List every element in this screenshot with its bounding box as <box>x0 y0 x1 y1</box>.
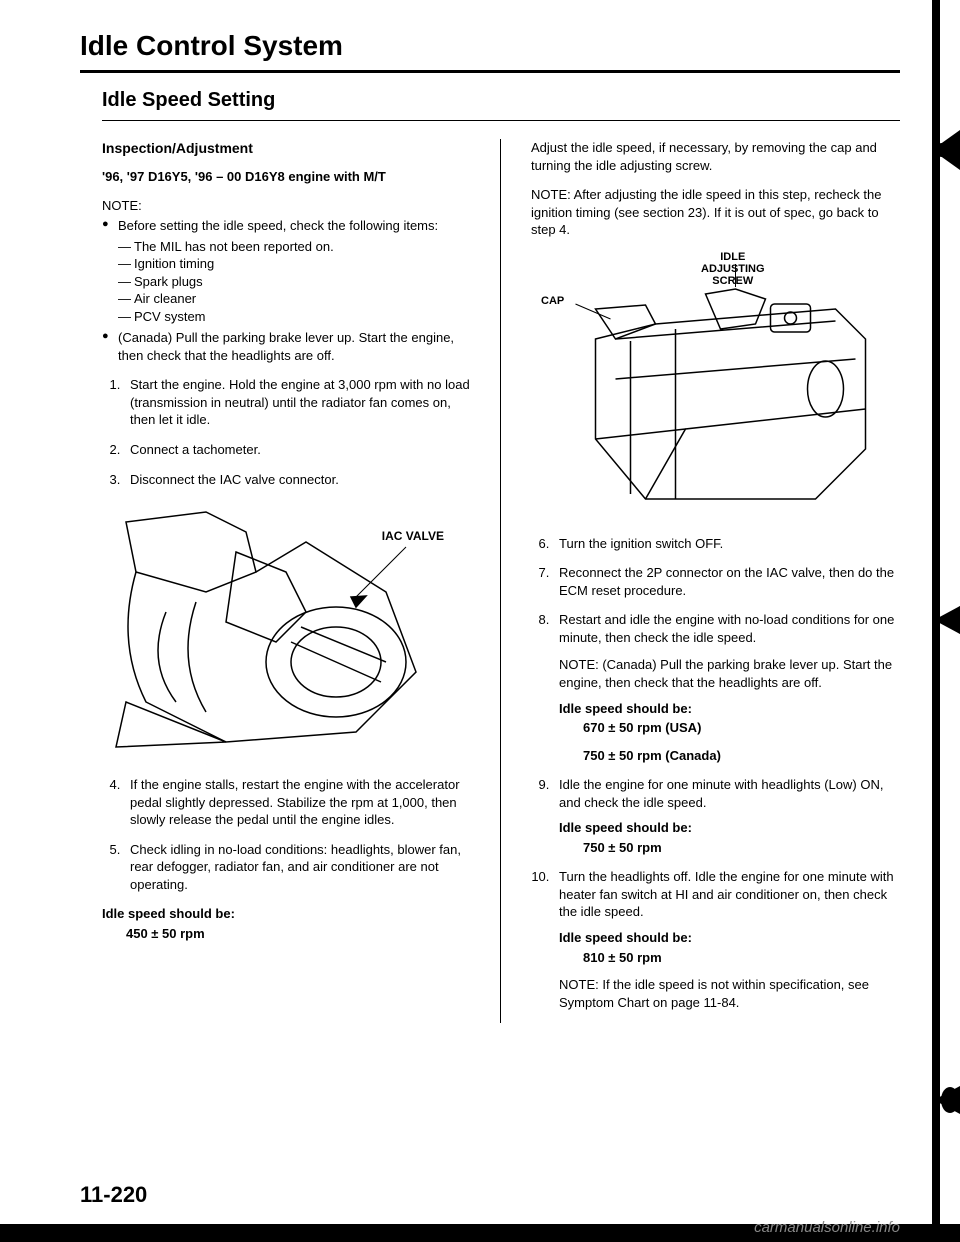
note-text: NOTE: If the idle speed is not within sp… <box>559 976 900 1011</box>
step-item: Turn the ignition switch OFF. <box>553 535 900 553</box>
bullet-item: (Canada) Pull the parking brake lever up… <box>102 329 470 364</box>
note-bullets: Before setting the idle speed, check the… <box>102 217 470 364</box>
dash-item: PCV system <box>118 308 470 326</box>
step-item: If the engine stalls, restart the engine… <box>124 776 470 829</box>
dash-list: The MIL has not been reported on. Igniti… <box>118 238 470 326</box>
steps-list-right: Turn the ignition switch OFF. Reconnect … <box>531 535 900 1011</box>
note-text: NOTE: (Canada) Pull the parking brake le… <box>559 656 900 691</box>
idle-spec-value: 810 ± 50 rpm <box>583 949 900 967</box>
model-line: '96, '97 D16Y5, '96 – 00 D16Y8 engine wi… <box>102 168 470 186</box>
iac-valve-diagram: IAC VALVE <box>102 502 470 762</box>
idle-spec-label: Idle speed should be: <box>102 905 470 923</box>
dash-item: Spark plugs <box>118 273 470 291</box>
left-column: Inspection/Adjustment '96, '97 D16Y5, '9… <box>102 139 501 1023</box>
diagram-label: IAC VALVE <box>382 528 444 544</box>
bullet-item: Before setting the idle speed, check the… <box>102 217 470 325</box>
idle-spec-label: Idle speed should be: <box>559 819 900 837</box>
adjusting-screw-diagram: CAP IDLE ADJUSTING SCREW <box>531 249 900 519</box>
idle-spec-label: Idle speed should be: <box>559 929 900 947</box>
idle-spec-value: 750 ± 50 rpm <box>583 839 900 857</box>
rule-thin <box>102 120 900 121</box>
step-text: Restart and idle the engine with no-load… <box>559 612 894 645</box>
idle-spec-label: Idle speed should be: <box>559 700 900 718</box>
edge-tab-icon <box>920 1080 960 1120</box>
cap-label: CAP <box>541 295 564 307</box>
step-item: Idle the engine for one minute with head… <box>553 776 900 856</box>
idle-spec-value: 750 ± 50 rpm (Canada) <box>583 747 900 765</box>
bullet-text: (Canada) Pull the parking brake lever up… <box>118 330 454 363</box>
diagram-svg <box>531 249 900 519</box>
step-item: Disconnect the IAC valve connector. <box>124 471 470 489</box>
intro-text: Adjust the idle speed, if necessary, by … <box>531 139 900 174</box>
manual-page: Idle Control System Idle Speed Setting I… <box>0 0 960 1242</box>
step-text: Idle the engine for one minute with head… <box>559 777 883 810</box>
idle-spec-value: 670 ± 50 rpm (USA) <box>583 719 900 737</box>
step-text: Turn the headlights off. Idle the engine… <box>559 869 894 919</box>
idle-spec-value: 450 ± 50 rpm <box>126 925 470 943</box>
bullet-text: Before setting the idle speed, check the… <box>118 218 438 233</box>
step-item: Turn the headlights off. Idle the engine… <box>553 868 900 1011</box>
screw-label: IDLE ADJUSTING SCREW <box>701 251 765 287</box>
edge-tab-icon <box>920 600 960 640</box>
note-label: NOTE: <box>102 197 470 215</box>
step-item: Start the engine. Hold the engine at 3,0… <box>124 376 470 429</box>
note-text: NOTE: After adjusting the idle speed in … <box>531 186 900 239</box>
right-column: Adjust the idle speed, if necessary, by … <box>501 139 900 1023</box>
dash-item: The MIL has not been reported on. <box>118 238 470 256</box>
edge-tab-icon <box>920 130 960 170</box>
page-number: 11-220 <box>80 1182 147 1208</box>
rule-thick <box>80 70 900 73</box>
section-title: Idle Speed Setting <box>102 89 900 112</box>
steps-list: Start the engine. Hold the engine at 3,0… <box>102 376 470 488</box>
step-item: Connect a tachometer. <box>124 441 470 459</box>
chapter-title: Idle Control System <box>80 30 900 62</box>
dash-item: Ignition timing <box>118 255 470 273</box>
dash-item: Air cleaner <box>118 290 470 308</box>
step-item: Restart and idle the engine with no-load… <box>553 611 900 764</box>
steps-list-continued: If the engine stalls, restart the engine… <box>102 776 470 893</box>
step-item: Check idling in no-load conditions: head… <box>124 841 470 894</box>
step-item: Reconnect the 2P connector on the IAC va… <box>553 564 900 599</box>
watermark: carmanualsonline.info <box>754 1219 900 1236</box>
inspection-heading: Inspection/Adjustment <box>102 139 470 158</box>
two-column-body: Inspection/Adjustment '96, '97 D16Y5, '9… <box>102 139 900 1023</box>
